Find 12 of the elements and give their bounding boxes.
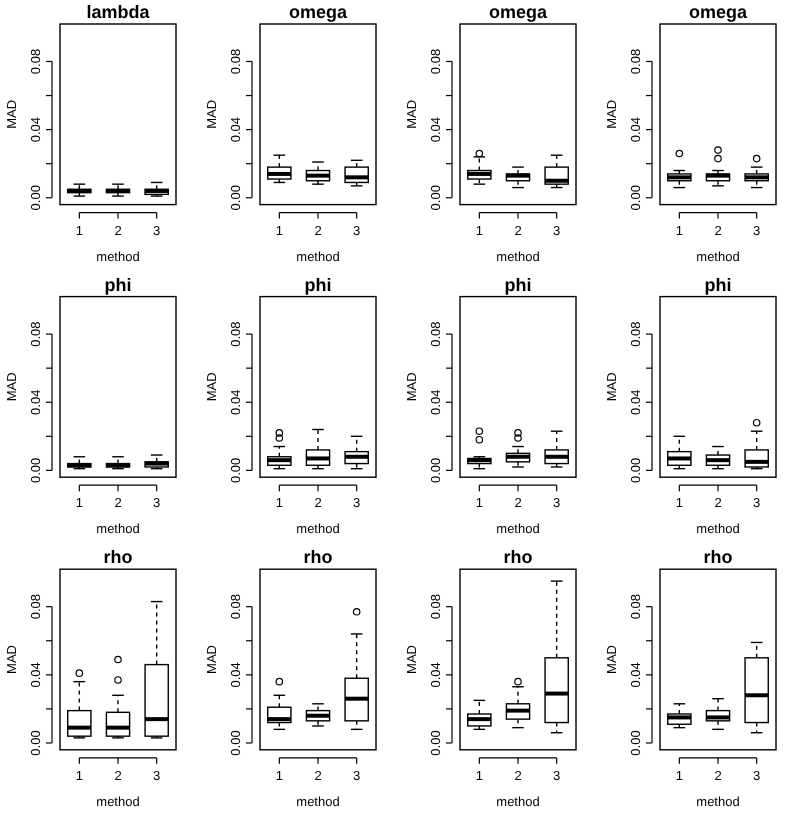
chart-title: rho (503, 547, 534, 568)
chart-title: lambda (86, 2, 152, 22)
chart-title: omega (488, 2, 549, 22)
chart-title: phi (704, 274, 732, 295)
chart-title: phi (304, 274, 332, 295)
chart-title: omega (288, 2, 349, 22)
chart-title: phi (104, 274, 132, 295)
chart-title: phi (504, 274, 532, 295)
chart-title: omega (688, 2, 749, 22)
chart-title: rho (303, 547, 334, 568)
chart-title: rho (703, 547, 734, 568)
chart-title: rho (103, 547, 134, 568)
